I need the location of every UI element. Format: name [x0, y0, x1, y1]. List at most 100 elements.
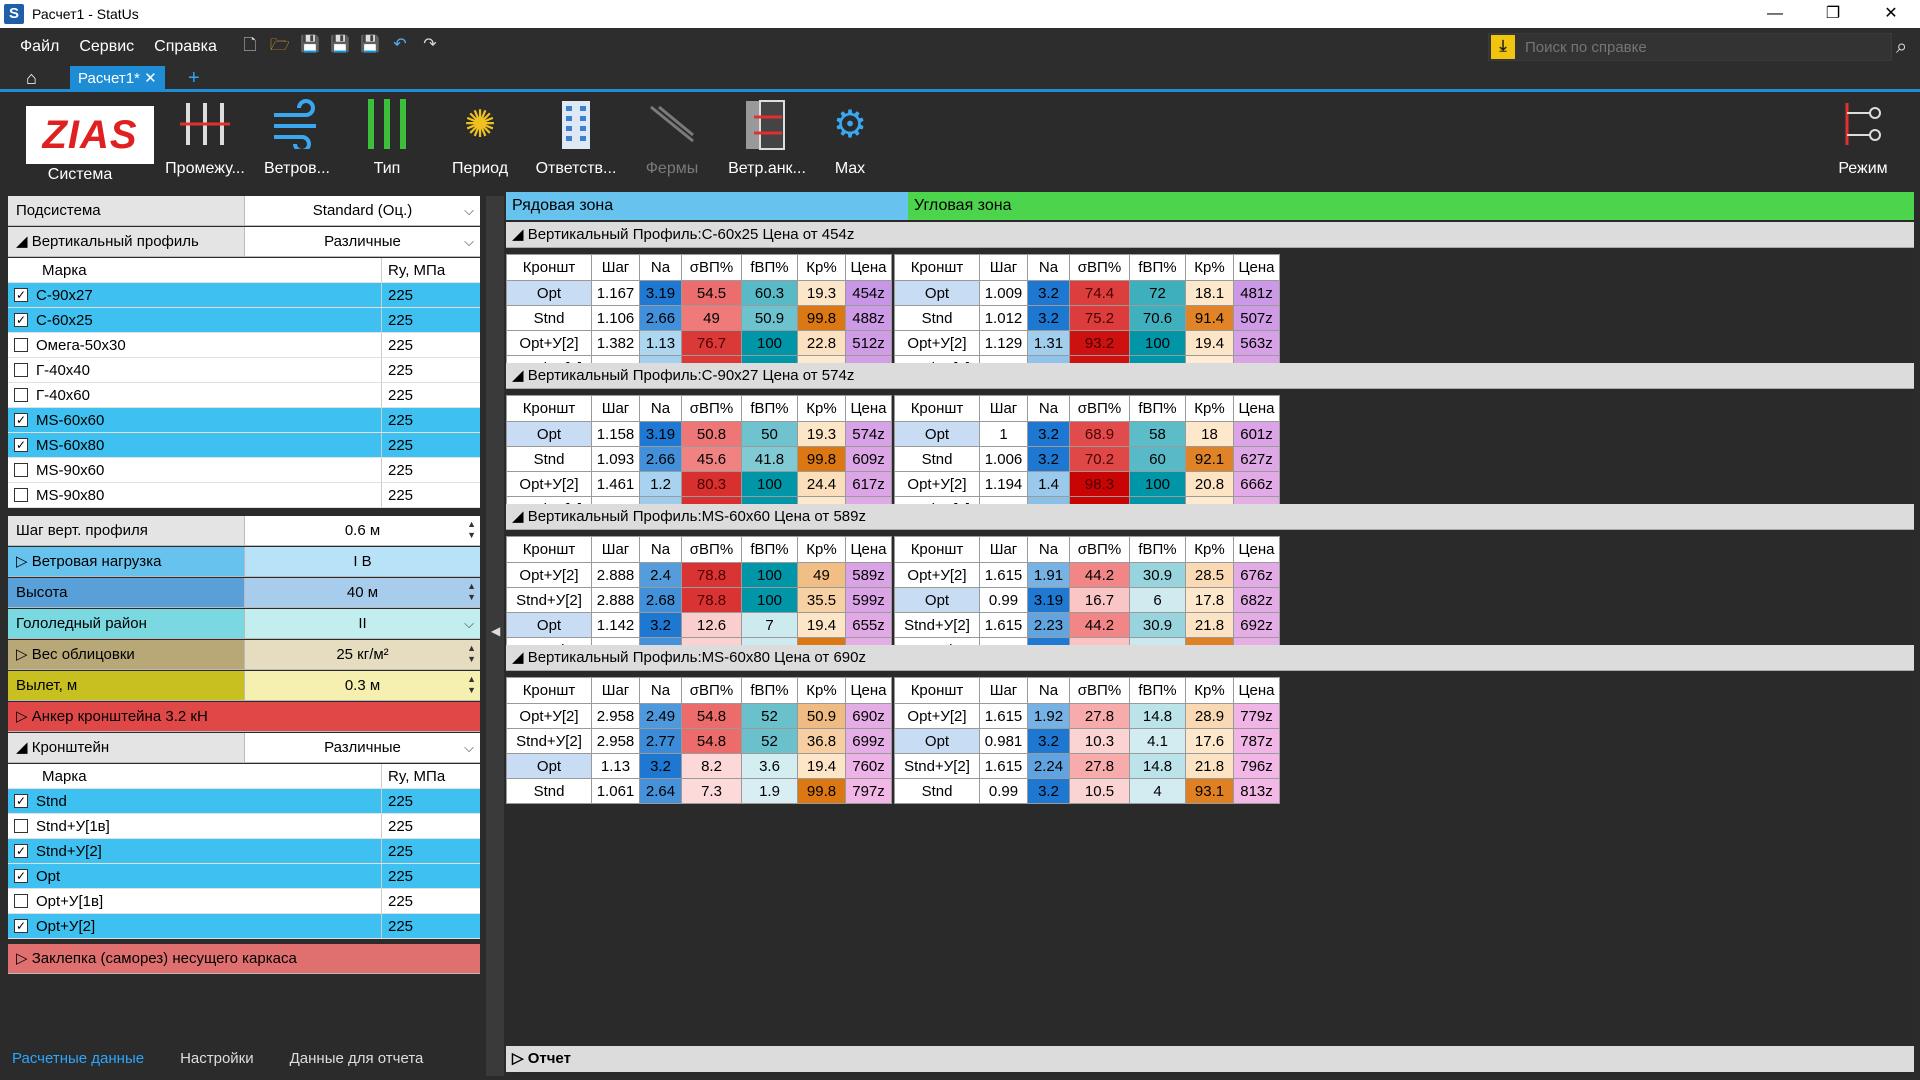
menu-file[interactable]: Файл [20, 38, 60, 55]
menu-help[interactable]: Справка [154, 38, 217, 55]
bracket-row[interactable]: ✓ Opt+У[2] 225 [8, 914, 480, 939]
tab-close-icon[interactable]: ✕ [144, 70, 157, 87]
table-row[interactable]: Opt+У[2] 2.888 2.4 78.8 100 49 589z [506, 562, 892, 588]
column-header[interactable]: Кроншт [506, 677, 592, 704]
checkbox[interactable] [14, 894, 28, 908]
checkbox[interactable] [14, 363, 28, 377]
cladding-weight-row[interactable]: ▷ Вес облицовки 25 кг/м² ▲ ▼ [8, 640, 480, 670]
column-header[interactable]: Кр% [1185, 677, 1234, 704]
column-header[interactable]: Цена [845, 536, 892, 563]
vertical-profile-row[interactable]: ◢ Вертикальный профиль Различные ⌵ [8, 227, 480, 257]
bracket-row[interactable]: Opt+У[1в] 225 [8, 889, 480, 914]
checkbox[interactable]: ✓ [14, 869, 28, 883]
column-header[interactable]: Шаг [591, 536, 640, 563]
checkbox[interactable] [14, 388, 28, 402]
report-section[interactable]: ▷ Отчет [506, 1046, 1914, 1072]
column-header[interactable]: Шаг [591, 254, 640, 281]
column-header[interactable]: σВП% [681, 677, 742, 704]
table-row[interactable]: Stnd 1.093 2.66 45.6 41.8 99.8 609z [506, 446, 892, 472]
profile-row[interactable]: MS-90x60 225 [8, 458, 480, 483]
checkbox[interactable]: ✓ [14, 919, 28, 933]
undo-icon[interactable]: ↶ [393, 35, 407, 53]
panel-splitter[interactable]: ◀ [486, 196, 504, 1076]
column-header[interactable]: Кроншт [506, 536, 592, 563]
checkbox[interactable] [14, 488, 28, 502]
column-header[interactable]: Na [1027, 536, 1070, 563]
redo-icon[interactable]: ↷ [423, 35, 437, 53]
checkbox[interactable] [14, 819, 28, 833]
column-header[interactable]: Цена [1233, 677, 1280, 704]
column-header[interactable]: Цена [1233, 395, 1280, 422]
column-header[interactable]: Кроншт [506, 254, 592, 281]
column-header[interactable]: Цена [845, 395, 892, 422]
table-row[interactable]: Opt+У[2] 1.615 1.92 27.8 14.8 28.9 779z [894, 703, 1280, 729]
profile-row[interactable]: ✓ С-60x25 225 [8, 308, 480, 333]
column-header[interactable]: Кроншт [894, 677, 980, 704]
table-row[interactable]: Stnd 1.106 2.66 49 50.9 99.8 488z [506, 305, 892, 331]
column-header[interactable]: Цена [845, 254, 892, 281]
bracket-row[interactable]: ✓ Opt 225 [8, 864, 480, 889]
ribbon-wind-button[interactable]: Ветров... [252, 96, 342, 184]
rivet-row[interactable]: ▷ Заклепка (саморез) несущего каркаса [8, 944, 480, 974]
checkbox[interactable] [14, 463, 28, 477]
column-header[interactable]: fВП% [1129, 254, 1186, 281]
column-header[interactable]: σВП% [1069, 536, 1130, 563]
ribbon-responsibility-button[interactable]: Ответств... [530, 96, 622, 184]
column-header[interactable]: fВП% [741, 395, 798, 422]
column-header[interactable]: fВП% [1129, 395, 1186, 422]
bracket-row[interactable]: ✓ Stnd+У[2] 225 [8, 839, 480, 864]
column-header[interactable]: Цена [1233, 254, 1280, 281]
checkbox[interactable]: ✓ [14, 288, 28, 302]
home-icon[interactable]: ⌂ [26, 68, 37, 88]
column-header[interactable]: Кроншт [894, 254, 980, 281]
checkbox[interactable]: ✓ [14, 313, 28, 327]
table-row[interactable]: Opt+У[2] 1.461 1.2 80.3 100 24.4 617z [506, 471, 892, 497]
table-row[interactable]: Opt 1.13 3.2 8.2 3.6 19.4 760z [506, 753, 892, 779]
column-header[interactable]: Шаг [979, 254, 1028, 281]
column-header[interactable]: σВП% [1069, 677, 1130, 704]
table-row[interactable]: Opt 0.981 3.2 10.3 4.1 17.6 787z [894, 728, 1280, 754]
ribbon-period-button[interactable]: ✺ Период [440, 96, 520, 184]
add-tab-button[interactable]: + [188, 67, 200, 89]
column-header[interactable]: Шаг [979, 677, 1028, 704]
column-header[interactable]: σВП% [681, 395, 742, 422]
tab-calc-data[interactable]: Расчетные данные [12, 1050, 145, 1067]
section-header[interactable]: ◢ Вертикальный Профиль:MS-60x60 Цена от … [506, 504, 1914, 530]
download-icon[interactable]: ⤓ [1491, 35, 1515, 59]
ribbon-spacing-button[interactable]: Промежу... [160, 96, 250, 184]
checkbox[interactable]: ✓ [14, 794, 28, 808]
section-header[interactable]: ◢ Вертикальный Профиль:С-90x27 Цена от 5… [506, 363, 1914, 389]
bracket-select[interactable]: Различные ⌵ [244, 733, 480, 762]
column-header[interactable]: Цена [1233, 536, 1280, 563]
profile-row[interactable]: ✓ MS-60x80 225 [8, 433, 480, 458]
checkbox[interactable]: ✓ [14, 844, 28, 858]
table-row[interactable]: Opt+У[2] 1.382 1.13 76.7 100 22.8 512z [506, 330, 892, 356]
table-row[interactable]: Opt 0.99 3.19 16.7 6 17.8 682z [894, 587, 1280, 613]
checkbox[interactable]: ✓ [14, 438, 28, 452]
ice-region-select[interactable]: II ⌵ [244, 609, 480, 638]
cladding-weight-input[interactable]: 25 кг/м² ▲ ▼ [244, 640, 480, 669]
collapse-icon[interactable]: ◢ [512, 226, 528, 243]
reach-input[interactable]: 0.3 м ▲ ▼ [244, 671, 480, 700]
table-row[interactable]: Stnd+У[2] 1.615 2.23 44.2 30.9 21.8 692z [894, 612, 1280, 638]
collapse-icon[interactable]: ◢ [512, 367, 528, 384]
column-header[interactable]: fВП% [741, 536, 798, 563]
column-header[interactable]: Кр% [1185, 536, 1234, 563]
save-icon[interactable]: 💾 [299, 35, 320, 53]
maximize-button[interactable]: ❐ [1825, 5, 1841, 22]
column-header[interactable]: Na [639, 677, 682, 704]
profile-row[interactable]: ✓ С-90x27 225 [8, 283, 480, 308]
step-input[interactable]: 0.6 м ▲ ▼ [244, 516, 480, 545]
column-header[interactable]: Кр% [1185, 395, 1234, 422]
column-header[interactable]: Na [1027, 677, 1070, 704]
column-header[interactable]: Na [639, 536, 682, 563]
height-input[interactable]: 40 м ▲ ▼ [244, 578, 480, 607]
wind-load-value[interactable]: I В [244, 547, 480, 576]
ribbon-wind-anchor-button[interactable]: Ветр.анк... [722, 96, 812, 184]
profile-row[interactable]: Г-40x40 225 [8, 358, 480, 383]
ribbon-mode-button[interactable]: Режим [1828, 96, 1898, 184]
close-button[interactable]: ✕ [1884, 5, 1898, 22]
column-header[interactable]: Na [639, 254, 682, 281]
column-header[interactable]: σВП% [681, 254, 742, 281]
column-header[interactable]: Кр% [797, 677, 846, 704]
